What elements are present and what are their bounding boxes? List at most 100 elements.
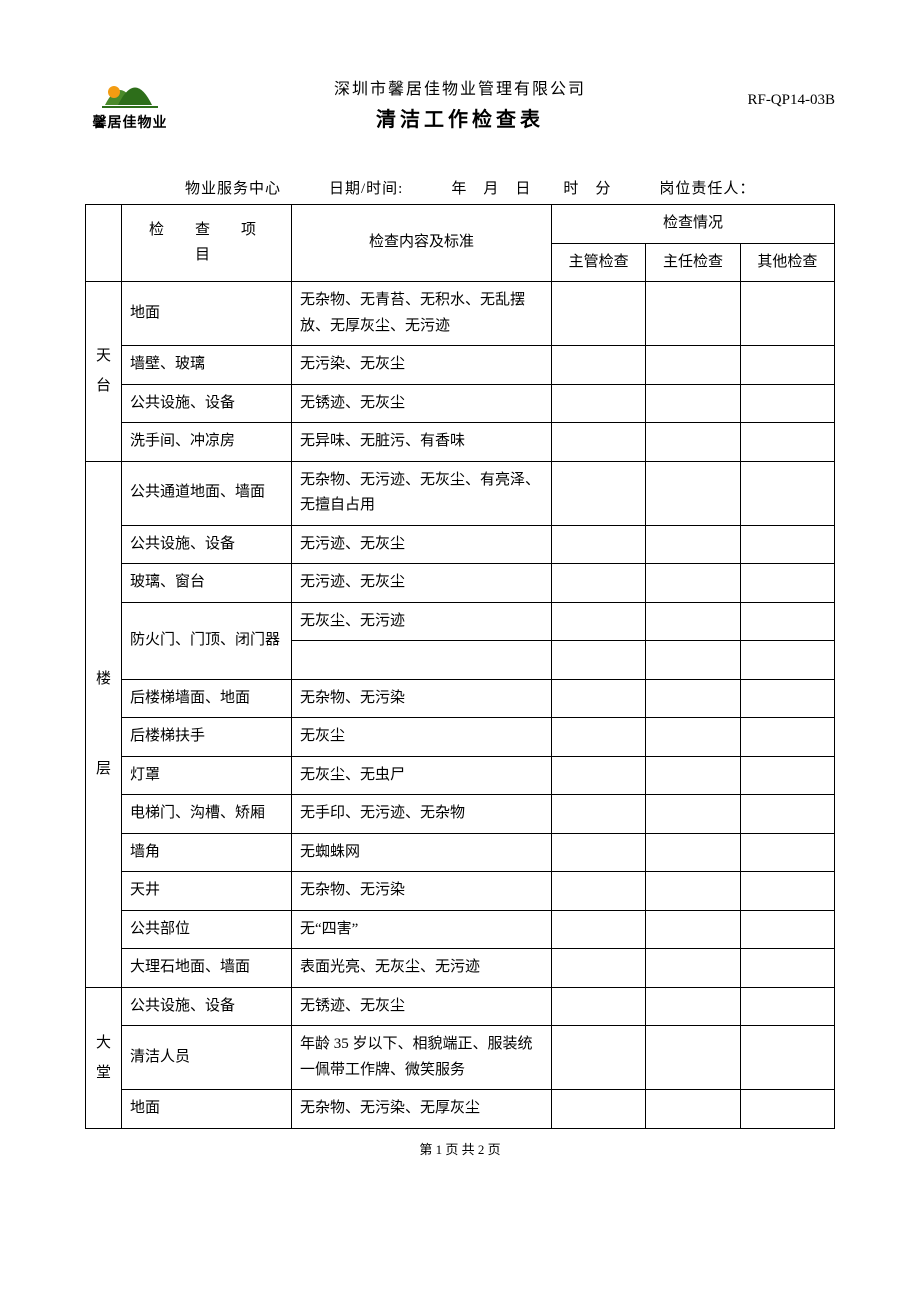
check-cell	[552, 525, 646, 564]
check-cell	[740, 564, 834, 603]
standard-cell: 无污迹、无灰尘	[292, 564, 552, 603]
item-cell: 公共部位	[122, 910, 292, 949]
check-cell	[646, 1090, 740, 1129]
check-cell	[552, 602, 646, 641]
item-cell: 公共设施、设备	[122, 384, 292, 423]
check-cell	[740, 525, 834, 564]
form-title: 清洁工作检查表	[85, 103, 835, 132]
category-cell: 天台	[86, 282, 122, 462]
check-cell	[740, 718, 834, 757]
check-cell	[552, 949, 646, 988]
head-c3: 其他检查	[740, 243, 834, 282]
item-cell: 大理石地面、墙面	[122, 949, 292, 988]
standard-cell: 无杂物、无污染	[292, 872, 552, 911]
standard-cell: 无“四害”	[292, 910, 552, 949]
table-row: 公共设施、设备无锈迹、无灰尘	[86, 384, 835, 423]
standard-cell: 无杂物、无污迹、无灰尘、有亮泽、无擅自占用	[292, 461, 552, 525]
check-cell	[740, 949, 834, 988]
item-cell: 墙壁、玻璃	[122, 346, 292, 385]
table-row: 墙壁、玻璃无污染、无灰尘	[86, 346, 835, 385]
table-row: 清洁人员年龄 35 岁以下、相貌端正、服装统一佩带工作牌、微笑服务	[86, 1026, 835, 1090]
standard-cell: 无灰尘、无污迹	[292, 602, 552, 641]
check-cell	[552, 346, 646, 385]
check-cell	[552, 1026, 646, 1090]
standard-cell: 无异味、无脏污、有香味	[292, 423, 552, 462]
category-cell: 楼 层	[86, 461, 122, 987]
check-cell	[646, 461, 740, 525]
table-row: 公共设施、设备无污迹、无灰尘	[86, 525, 835, 564]
head-item: 检 查 项 目	[122, 205, 292, 282]
standard-cell	[292, 641, 552, 680]
table-row: 天台地面无杂物、无青苔、无积水、无乱摆放、无厚灰尘、无污迹	[86, 282, 835, 346]
item-cell: 公共通道地面、墙面	[122, 461, 292, 525]
check-cell	[740, 1026, 834, 1090]
inspection-table: 检 查 项 目 检查内容及标准 检查情况 主管检查 主任检查 其他检查 天台地面…	[85, 204, 835, 1129]
table-row: 大理石地面、墙面表面光亮、无灰尘、无污迹	[86, 949, 835, 988]
head-c2: 主任检查	[646, 243, 740, 282]
footer: 第 1 页 共 2 页	[85, 1139, 835, 1158]
check-cell	[646, 1026, 740, 1090]
standard-cell: 无手印、无污迹、无杂物	[292, 795, 552, 834]
item-cell: 灯罩	[122, 756, 292, 795]
check-cell	[740, 282, 834, 346]
meta-line: 物业服务中心 日期/时间: 年 月 日 时 分 岗位责任人：	[85, 177, 835, 198]
item-cell: 墙角	[122, 833, 292, 872]
title-block: 深圳市馨居佳物业管理有限公司 清洁工作检查表	[85, 75, 835, 132]
check-cell	[552, 718, 646, 757]
check-cell	[646, 282, 740, 346]
check-cell	[646, 564, 740, 603]
check-cell	[740, 679, 834, 718]
standard-cell: 无杂物、无污染	[292, 679, 552, 718]
check-cell	[646, 525, 740, 564]
check-cell	[552, 987, 646, 1026]
table-row: 洗手间、冲凉房无异味、无脏污、有香味	[86, 423, 835, 462]
head-status: 检查情况	[552, 205, 835, 244]
check-cell	[552, 756, 646, 795]
check-cell	[552, 384, 646, 423]
company-name: 深圳市馨居佳物业管理有限公司	[85, 75, 835, 99]
check-cell	[646, 872, 740, 911]
check-cell	[740, 987, 834, 1026]
check-cell	[646, 833, 740, 872]
item-cell: 地面	[122, 1090, 292, 1129]
category-cell: 大堂	[86, 987, 122, 1128]
head-standard: 检查内容及标准	[292, 205, 552, 282]
standard-cell: 无灰尘	[292, 718, 552, 757]
item-cell: 天井	[122, 872, 292, 911]
standard-cell: 无杂物、无青苔、无积水、无乱摆放、无厚灰尘、无污迹	[292, 282, 552, 346]
head-c1: 主管检查	[552, 243, 646, 282]
check-cell	[740, 641, 834, 680]
table-row: 后楼梯墙面、地面无杂物、无污染	[86, 679, 835, 718]
standard-cell: 无锈迹、无灰尘	[292, 987, 552, 1026]
standard-cell: 无污染、无灰尘	[292, 346, 552, 385]
check-cell	[552, 679, 646, 718]
check-cell	[740, 910, 834, 949]
check-cell	[552, 1090, 646, 1129]
check-cell	[646, 718, 740, 757]
check-cell	[646, 384, 740, 423]
standard-cell: 年龄 35 岁以下、相貌端正、服装统一佩带工作牌、微笑服务	[292, 1026, 552, 1090]
check-cell	[740, 346, 834, 385]
check-cell	[740, 872, 834, 911]
table-row: 防火门、门顶、闭门器无灰尘、无污迹	[86, 602, 835, 641]
check-cell	[552, 872, 646, 911]
head-blank	[86, 205, 122, 282]
standard-cell: 无蜘蛛网	[292, 833, 552, 872]
check-cell	[646, 987, 740, 1026]
check-cell	[740, 384, 834, 423]
table-row: 大堂公共设施、设备无锈迹、无灰尘	[86, 987, 835, 1026]
check-cell	[740, 461, 834, 525]
header: 馨居佳物业 深圳市馨居佳物业管理有限公司 清洁工作检查表 RF-QP14-03B	[85, 70, 835, 132]
check-cell	[740, 795, 834, 834]
check-cell	[740, 1090, 834, 1129]
standard-cell: 无锈迹、无灰尘	[292, 384, 552, 423]
table-row: 电梯门、沟槽、矫厢无手印、无污迹、无杂物	[86, 795, 835, 834]
standard-cell: 无污迹、无灰尘	[292, 525, 552, 564]
item-cell: 防火门、门顶、闭门器	[122, 602, 292, 679]
item-cell: 后楼梯扶手	[122, 718, 292, 757]
item-cell: 电梯门、沟槽、矫厢	[122, 795, 292, 834]
check-cell	[552, 564, 646, 603]
check-cell	[552, 423, 646, 462]
check-cell	[740, 756, 834, 795]
check-cell	[646, 679, 740, 718]
